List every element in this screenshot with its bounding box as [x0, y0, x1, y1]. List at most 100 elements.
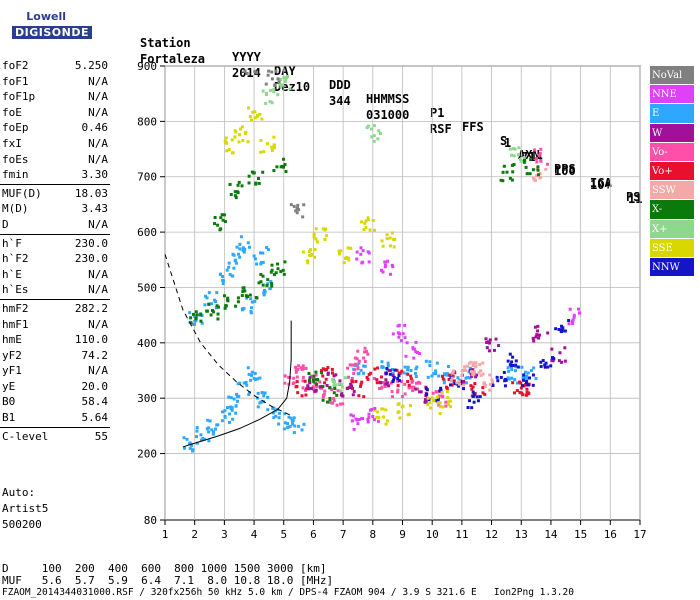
data-point-vo- [355, 357, 359, 361]
data-point-vo- [372, 376, 376, 380]
data-point-nnw [506, 359, 510, 363]
data-point-nne [355, 257, 359, 261]
data-point-nnw [522, 378, 526, 382]
data-point-x- [261, 274, 265, 278]
data-point-nne [369, 408, 373, 412]
data-point-e [355, 363, 359, 367]
data-point-w [308, 381, 312, 385]
data-point-nnw [397, 379, 401, 383]
data-point-e [282, 427, 286, 431]
data-point-w [332, 374, 336, 378]
data-point-vo- [396, 379, 400, 383]
data-point-vo- [346, 366, 350, 370]
data-point-x- [328, 386, 332, 390]
data-point-w [537, 336, 541, 340]
data-point-sse [312, 232, 316, 236]
data-point-sse [313, 248, 317, 252]
data-point-nnw [525, 379, 529, 383]
x-tick-label: 3 [221, 528, 228, 541]
data-point-vo- [318, 380, 322, 384]
data-point-x- [247, 174, 251, 178]
data-point-w [379, 381, 383, 385]
data-point-e [195, 429, 199, 433]
data-point-e [406, 365, 410, 369]
data-point-e [386, 361, 390, 365]
data-point-x- [311, 378, 315, 382]
data-point-sse [309, 253, 313, 257]
header-label-ffs: FFS [462, 120, 484, 134]
data-point-noval [274, 69, 278, 73]
data-point-x- [213, 222, 217, 226]
data-point-nne [350, 419, 354, 423]
data-point-vo- [373, 367, 377, 371]
data-point-x- [209, 313, 213, 317]
data-point-e [227, 395, 231, 399]
data-point-vo- [295, 375, 299, 379]
data-point-w [469, 371, 473, 375]
data-point-w [349, 386, 353, 390]
data-point-vo- [381, 380, 385, 384]
data-point-noval [267, 69, 271, 73]
data-point-e [207, 439, 211, 443]
header-label-yyyy: YYYY [232, 50, 261, 64]
data-point-sse [448, 399, 452, 403]
data-point-w [339, 393, 343, 397]
data-point-nnw [457, 384, 461, 388]
data-point-vo- [324, 367, 328, 371]
data-point-vo- [363, 350, 367, 354]
data-point-e [464, 381, 468, 385]
data-point-vo- [515, 389, 519, 393]
data-point-x- [326, 400, 330, 404]
data-point-vo- [453, 371, 457, 375]
data-point-ssw [483, 385, 487, 389]
data-point-w [391, 374, 395, 378]
data-point-w [462, 379, 466, 383]
data-point-nnw [472, 400, 476, 404]
data-point-nnw [392, 375, 396, 379]
param-value: N/A [88, 90, 108, 104]
data-point-sse [313, 255, 317, 259]
header-label-ps: PS [626, 190, 641, 204]
data-point-e [432, 372, 436, 376]
data-point-vo- [483, 392, 487, 396]
header-value-ddd: 344 [329, 94, 351, 108]
data-point-x- [216, 305, 220, 309]
data-point-x- [261, 170, 265, 174]
data-point-sse [323, 237, 327, 241]
data-point-e [386, 368, 390, 372]
data-point-e [406, 368, 410, 372]
data-point-vo- [323, 389, 327, 393]
data-point-x- [284, 170, 288, 174]
data-point-vo- [354, 380, 358, 384]
logo-line1: Lowell [26, 10, 66, 23]
data-point-w [536, 324, 540, 328]
data-point-ssw [488, 383, 492, 387]
data-point-vo- [437, 394, 441, 398]
param-value: 55 [94, 429, 108, 443]
data-point-ssw [477, 371, 481, 375]
data-point-x- [315, 382, 319, 386]
data-point-sse [233, 135, 237, 139]
data-point-noval [276, 77, 280, 81]
header-value-day: Dez10 [274, 80, 311, 94]
data-point-x- [378, 131, 382, 135]
data-point-vo- [341, 402, 345, 406]
data-point-vo- [301, 364, 305, 368]
data-point-x- [282, 157, 286, 161]
data-point-vo- [300, 394, 304, 398]
data-point-e [231, 274, 235, 278]
data-point-sse [371, 219, 375, 223]
data-point-sse [385, 237, 389, 241]
legend-item-nnw: NNW [650, 257, 694, 278]
data-point-ssw [469, 370, 473, 374]
data-point-vo- [321, 374, 325, 378]
data-point-e [415, 365, 419, 369]
data-point-x- [510, 178, 514, 182]
data-point-e [253, 371, 257, 375]
data-point-x- [272, 169, 276, 173]
data-point-sse [364, 225, 368, 229]
param-row: yF1 N/A [0, 363, 110, 379]
data-point-e [513, 378, 517, 382]
data-point-e [220, 410, 224, 414]
data-point-e [391, 371, 395, 375]
